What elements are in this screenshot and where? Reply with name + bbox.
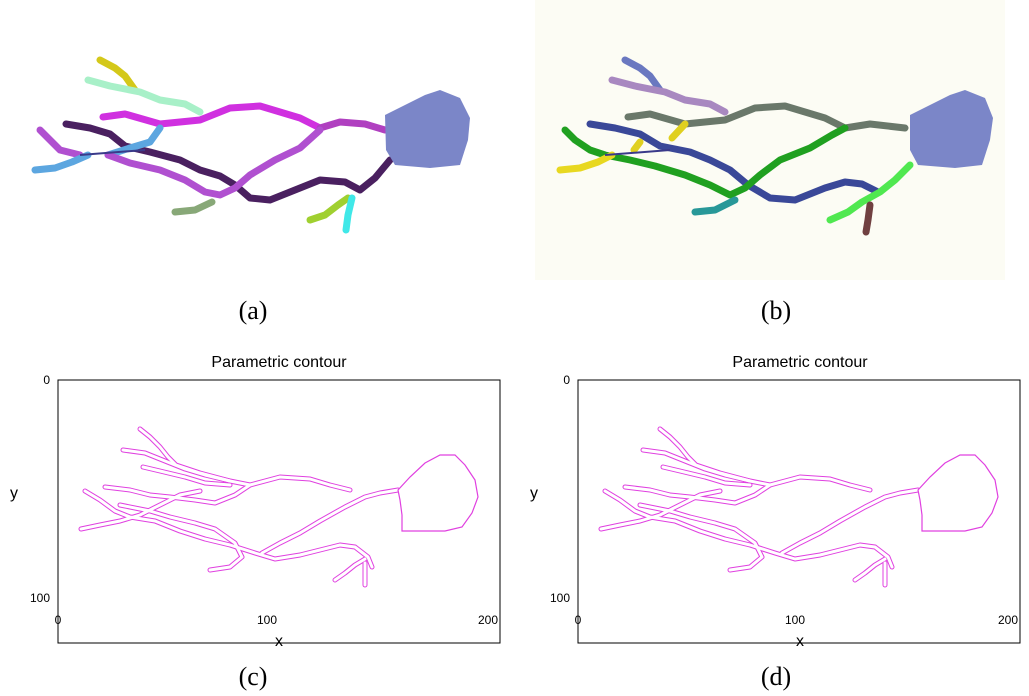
branch xyxy=(36,126,84,159)
branch xyxy=(691,196,739,216)
panel-d-plot: Parametric contour 0 100 0 100 200 x y xyxy=(530,354,1021,650)
x-tick-label: 100 xyxy=(257,613,277,627)
plot-title: Parametric contour xyxy=(732,354,868,371)
contour-branch-core xyxy=(661,465,752,487)
branch xyxy=(624,102,909,132)
contour-branch-outline xyxy=(779,487,921,556)
y-tick-label: 0 xyxy=(563,373,570,387)
branch xyxy=(99,102,324,132)
branch xyxy=(826,161,914,224)
x-axis-label: x xyxy=(796,633,804,650)
y-tick-label: 0 xyxy=(43,373,50,387)
plot-frame xyxy=(57,379,501,644)
branch xyxy=(556,151,616,174)
plot-title: Parametric contour xyxy=(211,354,347,371)
soma xyxy=(385,90,470,168)
contour-branch-core xyxy=(141,465,232,487)
junction xyxy=(79,149,146,156)
contour-branch-core xyxy=(79,489,202,531)
plot-frame xyxy=(577,379,1021,644)
x-tick-label: 200 xyxy=(998,613,1018,627)
contour-branch-core xyxy=(853,557,887,582)
parametric-contour xyxy=(598,426,999,588)
branch xyxy=(586,120,882,204)
contour-branch-core xyxy=(121,448,232,483)
contour-branch-core xyxy=(333,557,367,582)
branch xyxy=(316,118,389,134)
contour-branch-core xyxy=(83,489,374,569)
x-tick-label: 100 xyxy=(785,613,805,627)
contour-branch-core xyxy=(118,503,244,572)
branch xyxy=(171,198,216,216)
panel-b-image xyxy=(535,0,1005,280)
caption-b: (b) xyxy=(760,296,792,325)
x-axis-label: x xyxy=(275,633,283,650)
caption-c: (c) xyxy=(238,662,268,691)
branch xyxy=(630,138,644,154)
contour-branch-core xyxy=(641,448,752,483)
y-tick-label: 100 xyxy=(550,591,570,605)
x-tick-label: 0 xyxy=(55,613,62,627)
branch xyxy=(104,126,324,199)
contour-soma xyxy=(397,454,479,532)
branch xyxy=(306,194,352,224)
soma xyxy=(910,90,993,168)
contour-branch-core xyxy=(780,488,920,555)
caption-d: (d) xyxy=(760,662,792,691)
junction xyxy=(604,149,671,156)
contour-soma xyxy=(917,454,999,532)
panel-c-plot: Parametric contour 0 100 0 100 200 x y xyxy=(10,354,501,650)
branch xyxy=(561,124,849,199)
branch xyxy=(621,56,664,94)
branch xyxy=(608,76,729,116)
branch xyxy=(342,194,356,234)
contour-branch-outline xyxy=(602,488,895,570)
contour-branch-outline xyxy=(82,488,375,570)
caption-a: (a) xyxy=(238,296,268,325)
contour-branch-outline xyxy=(259,487,401,556)
y-axis-label: y xyxy=(530,485,538,502)
contour-branch-core xyxy=(603,489,894,569)
contour-branch-core xyxy=(260,488,400,555)
y-axis-label: y xyxy=(10,485,18,502)
parametric-contour xyxy=(78,426,479,588)
contour-branch-core xyxy=(623,475,872,505)
branch xyxy=(96,56,139,94)
branch xyxy=(31,151,92,174)
contour-branch-core xyxy=(103,475,352,505)
y-tick-label: 100 xyxy=(30,591,50,605)
branch xyxy=(84,76,204,116)
x-tick-label: 200 xyxy=(478,613,498,627)
contour-branch-core xyxy=(599,489,722,531)
branch xyxy=(862,201,874,236)
panel-a-image xyxy=(31,56,470,234)
branch xyxy=(668,120,689,142)
x-tick-label: 0 xyxy=(575,613,582,627)
contour-branch-core xyxy=(638,503,764,572)
